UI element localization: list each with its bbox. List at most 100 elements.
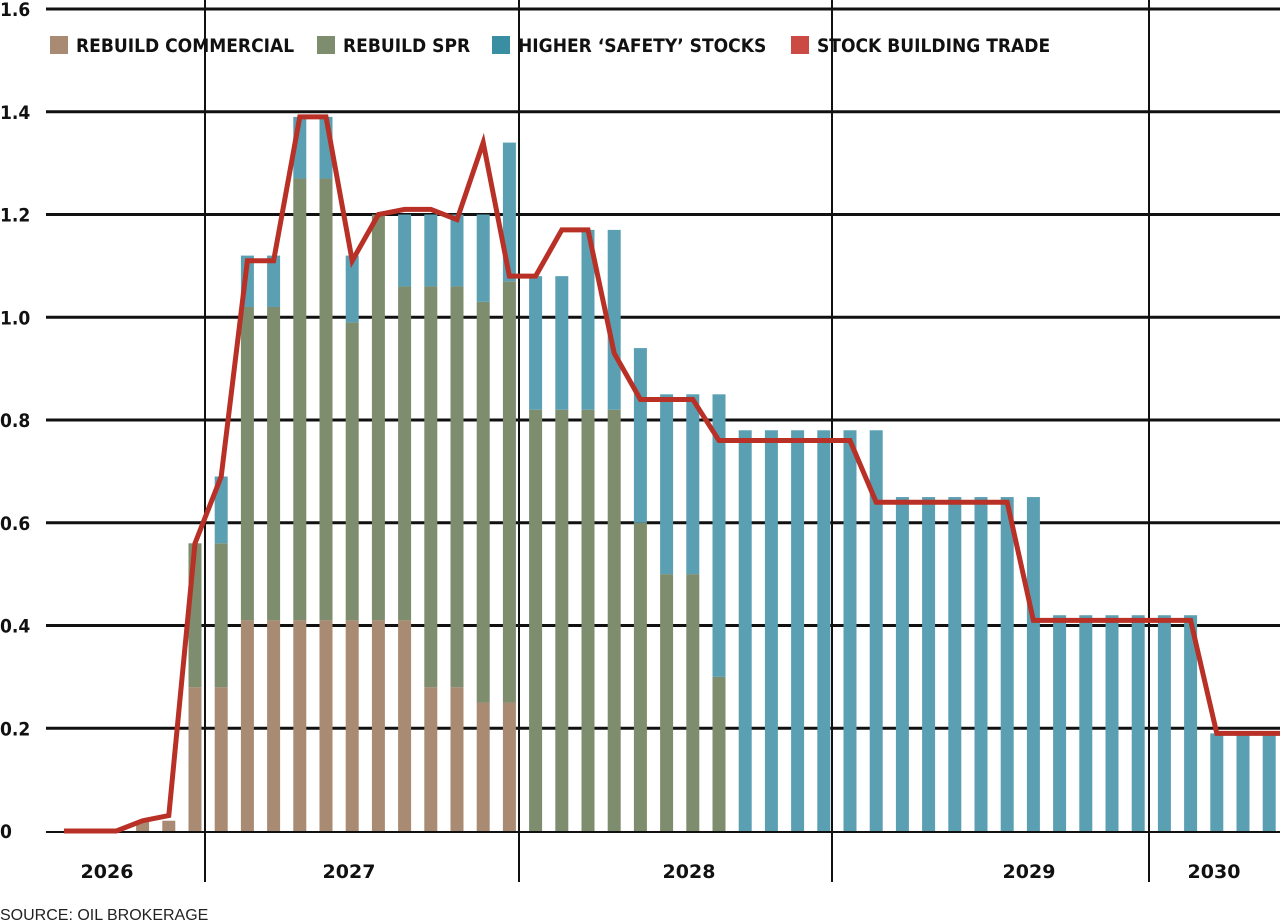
safety-bar bbox=[791, 430, 805, 831]
stock-building-trade-series bbox=[64, 114, 1280, 834]
y-tick-label: 0.4 bbox=[0, 616, 30, 638]
safety-bar bbox=[1262, 733, 1276, 831]
safety-bar bbox=[1053, 615, 1067, 831]
commercial-bar bbox=[345, 620, 359, 831]
spr-bar bbox=[633, 522, 647, 831]
legend-rebuild-commercial-swatch bbox=[50, 36, 68, 54]
safety-bar bbox=[895, 497, 909, 831]
spr-bar bbox=[581, 409, 595, 831]
safety-bar bbox=[817, 430, 831, 831]
legend-stock-building-trade-swatch bbox=[791, 36, 809, 54]
commercial-bar bbox=[214, 687, 228, 831]
commercial-bar bbox=[424, 687, 438, 831]
commercial-bar bbox=[319, 620, 333, 831]
safety-bar bbox=[764, 430, 778, 831]
spr-bar bbox=[607, 409, 621, 831]
legend: REBUILD COMMERCIAL REBUILD SPR HIGHER ‘SAF… bbox=[50, 35, 1050, 57]
y-tick-label: 1.4 bbox=[0, 102, 30, 124]
year-label: 2029 bbox=[1003, 861, 1056, 883]
spr-bar bbox=[214, 543, 228, 688]
safety-bar bbox=[1131, 615, 1145, 831]
spr-bar bbox=[555, 409, 569, 831]
spr-bar bbox=[660, 574, 674, 831]
safety-bar bbox=[948, 497, 962, 831]
commercial-bar bbox=[267, 620, 281, 831]
commercial-bar bbox=[188, 687, 202, 831]
safety-bar bbox=[974, 497, 988, 831]
safety-bar bbox=[633, 348, 647, 523]
safety-bar bbox=[476, 214, 490, 302]
safety-bar bbox=[581, 229, 595, 410]
y-tick-label: 0.8 bbox=[0, 410, 30, 432]
safety-bar bbox=[843, 430, 857, 831]
stock-building-trade-line bbox=[64, 114, 1280, 834]
safety-bar bbox=[1184, 615, 1198, 831]
legend-rebuild-commercial-label: REBUILD COMMERCIAL bbox=[76, 35, 294, 57]
legend-higher-safety-stocks-swatch bbox=[492, 36, 510, 54]
year-label: 2026 bbox=[81, 861, 134, 883]
bar-series bbox=[136, 116, 1276, 831]
spr-bar bbox=[502, 281, 516, 703]
safety-bar bbox=[686, 394, 700, 575]
safety-bar bbox=[1079, 615, 1093, 831]
safety-bar bbox=[1157, 615, 1171, 831]
year-label: 2030 bbox=[1188, 861, 1241, 883]
spr-bar bbox=[686, 574, 700, 831]
spr-bar bbox=[240, 306, 254, 621]
safety-bar bbox=[424, 214, 438, 287]
safety-bar bbox=[607, 229, 621, 410]
safety-bar bbox=[738, 430, 752, 831]
source-note: SOURCE: OIL BROKERAGE bbox=[0, 907, 208, 924]
y-tick-label: 0.2 bbox=[0, 718, 30, 740]
y-tick-label: 0 bbox=[0, 821, 12, 843]
commercial-bar bbox=[398, 620, 412, 831]
spr-bar bbox=[529, 409, 543, 831]
commercial-bar bbox=[293, 620, 307, 831]
legend-rebuild-spr-label: REBUILD SPR bbox=[343, 35, 470, 57]
year-dividers bbox=[204, 0, 1150, 882]
spr-bar bbox=[293, 178, 307, 621]
commercial-bar bbox=[162, 820, 176, 831]
safety-bar bbox=[1105, 615, 1119, 831]
commercial-bar bbox=[502, 702, 516, 831]
safety-bar bbox=[398, 214, 412, 287]
legend-rebuild-spr-swatch bbox=[317, 36, 335, 54]
spr-bar bbox=[712, 676, 726, 831]
y-tick-label: 0.6 bbox=[0, 513, 30, 535]
commercial-bar bbox=[136, 820, 150, 831]
spr-bar bbox=[319, 178, 333, 621]
commercial-bar bbox=[450, 687, 464, 831]
legend-higher-safety-stocks-label: HIGHER ‘SAFETY’ STOCKS bbox=[518, 35, 766, 57]
commercial-bar bbox=[240, 620, 254, 831]
safety-bar bbox=[869, 430, 883, 831]
commercial-bar bbox=[371, 620, 385, 831]
spr-bar bbox=[345, 322, 359, 621]
safety-bar bbox=[214, 476, 228, 544]
x-axis-year-labels: 2026 2027 2028 2029 2030 bbox=[81, 861, 1241, 883]
safety-bar bbox=[660, 394, 674, 575]
y-tick-label: 1.0 bbox=[0, 307, 30, 329]
spr-bar bbox=[371, 214, 385, 621]
safety-bar bbox=[922, 497, 936, 831]
commercial-bar bbox=[476, 702, 490, 831]
safety-bar bbox=[267, 255, 281, 307]
spr-bar bbox=[398, 286, 412, 621]
safety-bar bbox=[529, 276, 543, 410]
year-label: 2027 bbox=[323, 861, 376, 883]
spr-bar bbox=[267, 306, 281, 621]
safety-bar bbox=[1026, 497, 1040, 831]
y-tick-label: 1.2 bbox=[0, 205, 30, 227]
spr-bar bbox=[450, 286, 464, 688]
safety-bar bbox=[1236, 733, 1250, 831]
year-label: 2028 bbox=[663, 861, 716, 883]
safety-bar bbox=[345, 255, 359, 323]
y-tick-label: 1.6 bbox=[0, 0, 30, 21]
safety-bar bbox=[555, 276, 569, 410]
safety-bar bbox=[450, 214, 464, 287]
y-axis-ticks: 0 0.2 0.4 0.6 0.8 1.0 1.2 1.4 1.6 bbox=[0, 0, 30, 843]
spr-bar bbox=[476, 301, 490, 703]
safety-bar bbox=[712, 394, 726, 677]
safety-bar bbox=[1210, 733, 1224, 831]
legend-stock-building-trade-label: STOCK BUILDING TRADE bbox=[817, 35, 1050, 57]
